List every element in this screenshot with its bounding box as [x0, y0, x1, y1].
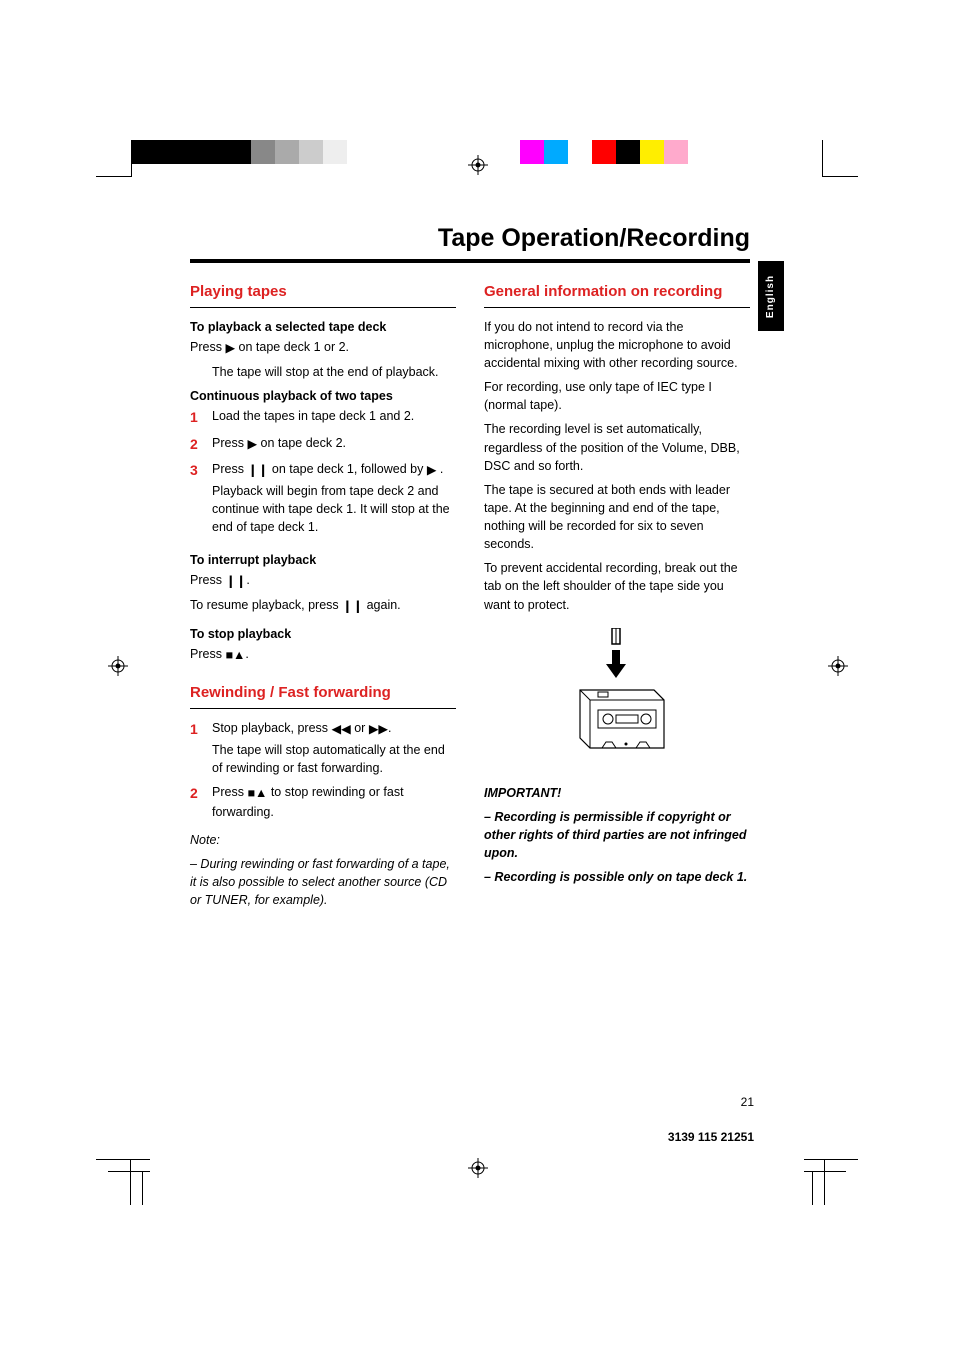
subhead-continuous-playback: Continuous playback of two tapes: [190, 387, 456, 405]
cassette-diagram: [484, 628, 750, 768]
page-title: Tape Operation/Recording: [190, 224, 750, 253]
registration-mark-left: [108, 656, 128, 676]
text: For recording, use only tape of IEC type…: [484, 378, 750, 414]
important-text: – Recording is possible only on tape dec…: [484, 868, 750, 886]
text: The tape will stop at the end of playbac…: [212, 363, 456, 381]
fast-forward-icon: ▶▶: [369, 720, 388, 738]
important-label: IMPORTANT!: [484, 784, 750, 802]
text: To resume playback, press ❙❙ again.: [190, 596, 456, 615]
note-text: – During rewinding or fast forwarding of…: [190, 855, 456, 909]
registration-mark-top: [468, 155, 488, 175]
step-number: 2: [190, 434, 212, 454]
important-text: – Recording is permissible if copyright …: [484, 808, 750, 862]
registration-mark-bottom: [468, 1158, 488, 1178]
text: Press ❙❙.: [190, 571, 456, 590]
text: The tape is secured at both ends with le…: [484, 481, 750, 554]
colorbar-right: [520, 140, 712, 164]
step-text: Stop playback, press ◀◀ or ▶▶.: [212, 719, 456, 739]
text: Playback will begin from tape deck 2 and…: [212, 482, 456, 536]
pause-icon: ❙❙: [225, 572, 246, 590]
subhead-playback-selected: To playback a selected tape deck: [190, 318, 456, 336]
title-rule: [190, 259, 750, 263]
stop-eject-icon: ■▲: [225, 646, 245, 664]
text: If you do not intend to record via the m…: [484, 318, 750, 372]
note-label: Note:: [190, 831, 456, 849]
pause-icon: ❙❙: [342, 597, 363, 615]
text: Press ▶ on tape deck 1 or 2.: [190, 338, 456, 357]
language-tab: English: [758, 261, 784, 331]
step-text: Press ❙❙ on tape deck 1, followed by ▶ .: [212, 460, 456, 480]
step-number: 1: [190, 719, 212, 739]
heading-rewinding: Rewinding / Fast forwarding: [190, 682, 456, 704]
column-left: Playing tapes To playback a selected tap…: [190, 281, 456, 915]
subhead-interrupt-playback: To interrupt playback: [190, 551, 456, 569]
step-text: Press ■▲ to stop rewinding or fast forwa…: [212, 783, 456, 820]
play-icon: ▶: [427, 461, 437, 479]
text: The recording level is set automatically…: [484, 420, 750, 474]
heading-playing-tapes: Playing tapes: [190, 281, 456, 303]
step-text: Press ▶ on tape deck 2.: [212, 434, 456, 454]
step-number: 3: [190, 460, 212, 480]
page-content: Tape Operation/Recording Playing tapes T…: [190, 224, 750, 915]
column-right: General information on recording If you …: [484, 281, 750, 915]
pause-icon: ❙❙: [247, 461, 268, 479]
play-icon: ▶: [225, 339, 235, 357]
step-text: Load the tapes in tape deck 1 and 2.: [212, 407, 456, 427]
colorbar-left: [131, 140, 371, 164]
heading-general-info: General information on recording: [484, 281, 750, 303]
text: Press ■▲.: [190, 645, 456, 664]
page-number: 21: [741, 1095, 754, 1109]
rewind-icon: ◀◀: [332, 720, 351, 738]
play-icon: ▶: [247, 435, 257, 453]
stop-eject-icon: ■▲: [247, 784, 267, 802]
language-label: English: [766, 274, 777, 317]
document-id: 3139 115 21251: [668, 1130, 754, 1144]
subhead-stop-playback: To stop playback: [190, 625, 456, 643]
text: To prevent accidental recording, break o…: [484, 559, 750, 613]
registration-mark-right: [828, 656, 848, 676]
step-number: 2: [190, 783, 212, 820]
text: The tape will stop automatically at the …: [212, 741, 456, 777]
step-number: 1: [190, 407, 212, 427]
